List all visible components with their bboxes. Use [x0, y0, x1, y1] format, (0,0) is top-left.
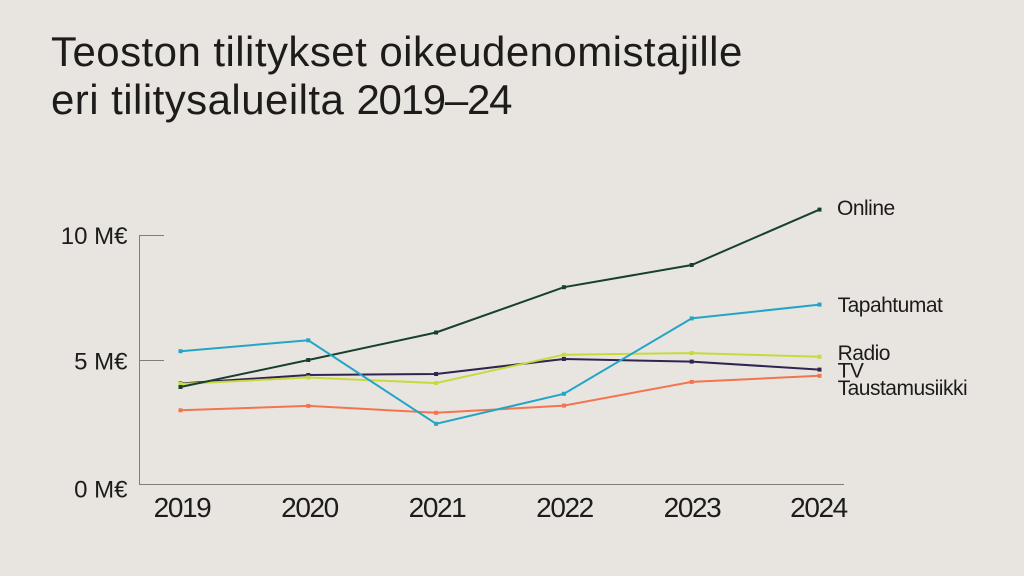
svg-text:2022: 2022	[536, 492, 594, 523]
svg-text:TV: TV	[838, 360, 864, 383]
svg-text:5 M€: 5 M€	[74, 349, 128, 376]
svg-text:Radio: Radio	[838, 342, 890, 365]
svg-text:2024: 2024	[790, 492, 848, 523]
svg-text:Online: Online	[837, 197, 895, 220]
svg-text:0 M€: 0 M€	[74, 477, 128, 504]
svg-text:2023: 2023	[664, 492, 722, 523]
svg-text:2020: 2020	[281, 492, 339, 523]
svg-text:2019: 2019	[154, 492, 212, 523]
svg-text:10 M€: 10 M€	[61, 223, 128, 250]
svg-text:2021: 2021	[409, 492, 467, 523]
svg-text:Tapahtumat: Tapahtumat	[838, 294, 943, 317]
svg-text:Taustamusiikki: Taustamusiikki	[838, 377, 968, 400]
